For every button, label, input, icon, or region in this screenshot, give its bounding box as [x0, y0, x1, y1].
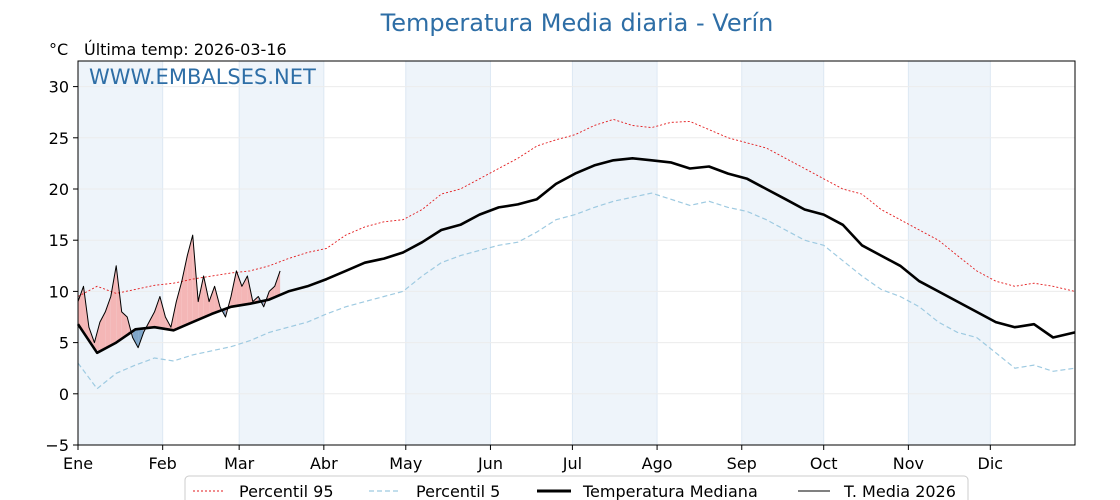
y-tick-label: 0	[59, 385, 69, 404]
legend-label-p95: Percentil 95	[239, 482, 334, 500]
above-median-fill	[176, 281, 182, 330]
p5-line	[77, 192, 1076, 390]
x-axis: Ene Feb Mar Abr May Jun Jul Ago Sep Oct Nov Dic	[63, 445, 1003, 473]
y-tick-label: 15	[49, 231, 69, 250]
above-median-fill	[94, 322, 100, 352]
x-tick-label: Dic	[978, 454, 1004, 473]
month-band	[78, 61, 163, 445]
above-median-fill	[99, 311, 106, 352]
legend-label-median: Temperatura Mediana	[582, 482, 758, 500]
x-tick-label: Feb	[149, 454, 177, 473]
month-band	[908, 61, 991, 445]
above-median-fill	[274, 270, 281, 298]
above-median-fill	[241, 276, 248, 306]
x-tick-label: Sep	[727, 454, 757, 473]
above-median-fill	[116, 265, 122, 343]
month-band	[239, 61, 324, 445]
series-lines	[76, 118, 1076, 390]
x-tick-label: Ene	[63, 454, 93, 473]
legend-label-p5: Percentil 5	[416, 482, 500, 500]
x-tick-label: Nov	[893, 454, 924, 473]
y-tick-label: −5	[45, 436, 69, 455]
above-median-fill	[110, 265, 117, 346]
above-median-fill	[198, 276, 204, 320]
month-band	[405, 61, 491, 445]
above-median-fill	[78, 286, 84, 333]
month-band	[572, 61, 658, 445]
plot-frame	[77, 60, 1076, 446]
above-median-fill	[88, 327, 95, 349]
x-tick-label: May	[389, 454, 422, 473]
above-median-fill	[269, 286, 275, 300]
above-median-fill	[159, 296, 166, 329]
anomaly-fills	[78, 235, 281, 352]
last-temp-label: Última temp: 2026-03-16	[84, 40, 287, 59]
above-median-fill	[149, 311, 155, 328]
below-median-fill	[132, 328, 139, 348]
legend-box	[184, 475, 969, 500]
x-tick-label: Jun	[477, 454, 503, 473]
above-median-fill	[230, 270, 237, 307]
x-tick-label: Mar	[224, 454, 255, 473]
current-year-line	[77, 234, 281, 349]
y-tick-label: 5	[59, 334, 69, 353]
y-tick-label: 30	[49, 78, 69, 97]
x-tick-label: Abr	[310, 454, 338, 473]
legend: Percentil 95 Percentil 5 Temperatura Med…	[184, 475, 969, 500]
legend-label-current: T. Media 2026	[843, 482, 956, 500]
x-tick-label: Ago	[642, 454, 673, 473]
y-tick-label: 20	[49, 180, 69, 199]
above-median-fill	[236, 270, 242, 306]
chart-title: Temperatura Media diaria - Verín	[380, 9, 774, 37]
above-median-fill	[154, 296, 160, 329]
median-line	[76, 157, 1076, 355]
above-median-fill	[181, 255, 188, 327]
above-median-fill	[121, 311, 128, 339]
x-tick-label: Oct	[810, 454, 838, 473]
y-tick-label: 25	[49, 129, 69, 148]
x-tick-label: Jul	[562, 454, 582, 473]
y-tick-label: 10	[49, 282, 69, 301]
above-median-fill	[203, 276, 210, 318]
unit-label: °C	[49, 40, 68, 59]
month-band	[741, 61, 824, 445]
above-median-fill	[209, 286, 215, 316]
month-bands	[78, 61, 991, 445]
y-axis: −5 0 5 10 15 20 25 30	[45, 78, 78, 455]
watermark: WWW.EMBALSES.NET	[89, 65, 316, 89]
